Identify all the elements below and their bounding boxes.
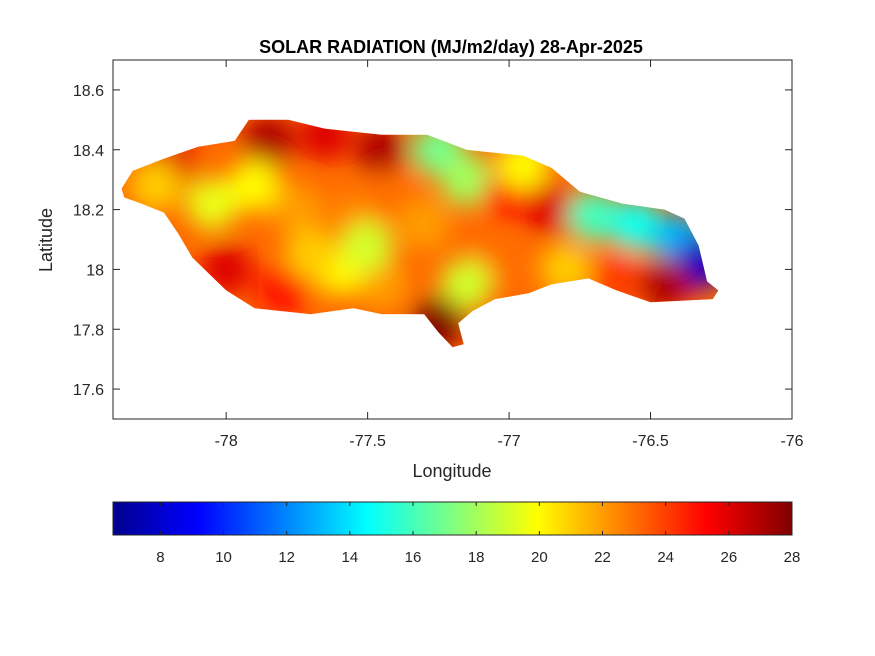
colorbar-tick-label: 18 — [468, 549, 485, 566]
field-sample — [129, 159, 182, 212]
x-tick-label: -76.5 — [632, 433, 669, 450]
field-sample — [440, 153, 493, 206]
colorbar-tick-label: 12 — [278, 549, 295, 566]
y-axis-label: Latitude — [36, 208, 56, 272]
field-sample — [525, 183, 578, 236]
colorbar-tick-label: 16 — [405, 549, 422, 566]
field-sample — [355, 123, 408, 176]
field-sample — [610, 198, 663, 251]
colorbar-tick-label: 8 — [156, 549, 164, 566]
field-sample — [270, 183, 323, 236]
field-sample — [228, 159, 281, 212]
x-tick-label: -77.5 — [349, 433, 386, 450]
x-axis: -78 -77.5 -77 -76.5 -76 — [215, 60, 804, 450]
field-sample — [186, 177, 238, 230]
colorbar-ticks: 8 10 12 14 16 18 20 22 24 26 28 — [156, 502, 800, 566]
y-tick-label: 17.8 — [73, 322, 104, 339]
y-tick-label: 18.6 — [73, 83, 104, 100]
field-sample — [398, 198, 451, 251]
y-tick-label: 18.4 — [73, 143, 104, 160]
y-tick-label: 18.2 — [73, 203, 104, 220]
colorbar-tick-label: 28 — [784, 549, 801, 566]
x-tick-label: -76 — [780, 433, 803, 450]
field-sample — [638, 258, 691, 311]
x-tick-label: -78 — [215, 433, 238, 450]
colorbar-tick-label: 22 — [594, 549, 611, 566]
colorbar-tick-label: 24 — [657, 549, 674, 566]
field-sample — [242, 119, 295, 167]
y-tick-label: 17.6 — [73, 382, 104, 399]
chart-title: SOLAR RADIATION (MJ/m2/day) 28-Apr-2025 — [259, 37, 643, 57]
colorbar-tick-label: 14 — [342, 549, 359, 566]
field-sample — [285, 228, 337, 281]
y-axis: 17.6 17.8 18 18.2 18.4 18.6 — [73, 83, 792, 399]
field-sample — [568, 189, 620, 242]
colorbar — [112, 501, 793, 536]
x-axis-label: Longitude — [412, 461, 491, 481]
x-tick-label: -77 — [498, 433, 521, 450]
field-sample — [440, 258, 493, 311]
colorbar-tick-label: 10 — [215, 549, 232, 566]
colorbar-tick-label: 20 — [531, 549, 548, 566]
field-sample — [256, 264, 309, 317]
y-tick-label: 18 — [86, 262, 104, 279]
colorbar-tick-label: 26 — [720, 549, 737, 566]
field-sample — [341, 219, 394, 272]
